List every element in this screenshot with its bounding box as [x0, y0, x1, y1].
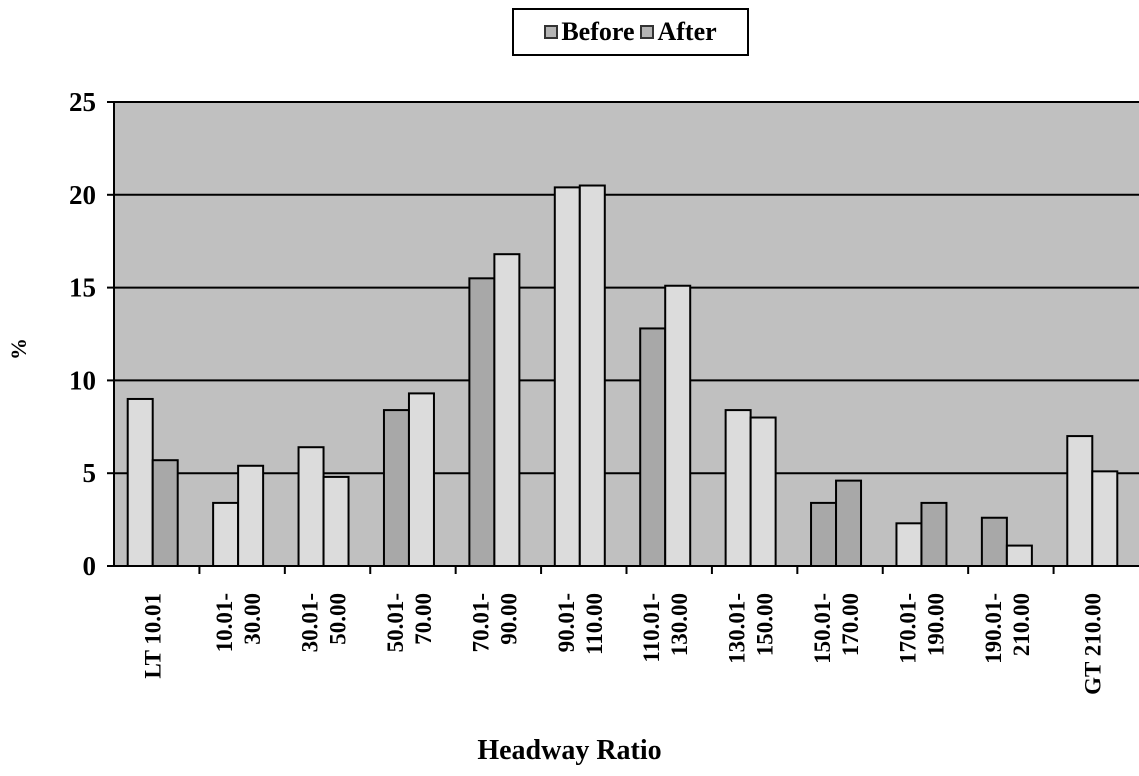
x-tick-label: 130.01- 150.00	[725, 593, 778, 664]
x-tick-label-line: 150.00	[753, 593, 778, 656]
x-tick-label-line: 10.01-	[212, 593, 237, 652]
x-tick-label: GT 210.00	[1080, 593, 1105, 695]
y-tick-label: 5	[83, 458, 97, 488]
x-tick-label-line: 110.01-	[639, 593, 664, 663]
bar-before	[468, 277, 496, 567]
y-tick-label: 25	[69, 87, 96, 117]
legend-item-before: Before	[544, 17, 634, 47]
legend-swatch-after	[640, 25, 655, 39]
bar-after	[578, 184, 606, 568]
x-tick-label: 190.01- 210.00	[981, 593, 1034, 664]
bar-before	[810, 501, 838, 567]
bar-before	[553, 186, 581, 567]
bar-after	[237, 464, 265, 567]
y-tick-label: 0	[83, 551, 97, 581]
bar-after	[835, 479, 863, 567]
x-tick-label-line: LT 10.01	[141, 593, 166, 679]
y-tick-label: 15	[69, 273, 96, 303]
x-tick-label-line: 170.01-	[895, 593, 920, 664]
x-tick-label: 90.01- 110.00	[554, 593, 607, 655]
x-tick-label: 70.01- 90.00	[468, 593, 521, 652]
x-tick-label-line: 70.01-	[468, 593, 493, 652]
x-tick-label-line: GT 210.00	[1080, 593, 1105, 695]
x-tick-label-line: 30.01-	[298, 593, 323, 652]
legend-label-after: After	[657, 17, 717, 46]
bar-before	[639, 327, 667, 567]
x-tick-label: 110.01- 130.00	[639, 593, 692, 663]
x-tick-label-line: 190.01-	[981, 593, 1006, 664]
x-tick-label-line: 130.00	[667, 593, 692, 656]
bar-before	[297, 446, 325, 567]
bar-after	[749, 416, 777, 567]
bar-before	[1066, 435, 1094, 567]
bar-before	[126, 397, 154, 567]
bar-after	[322, 475, 350, 567]
x-axis-label: Headway Ratio	[477, 735, 662, 766]
legend-item-after: After	[640, 17, 717, 47]
x-tick-label: LT 10.01	[141, 593, 166, 679]
x-tick-label-line: 70.00	[411, 593, 436, 645]
x-tick-label-line: 170.00	[838, 593, 863, 656]
bar-after	[407, 392, 435, 567]
x-tick-label: 150.01- 170.00	[810, 593, 863, 664]
bar-after	[664, 284, 692, 567]
x-tick-label: 10.01- 30.00	[212, 593, 265, 652]
legend: Before After	[512, 8, 749, 56]
bar-after	[920, 501, 948, 567]
bar-before	[980, 516, 1008, 568]
x-tick-label: 170.01- 190.00	[895, 593, 948, 664]
x-tick-label-line: 210.00	[1009, 593, 1034, 656]
x-tick-label-line: 50.01-	[383, 593, 408, 652]
x-tick-label-line: 30.00	[240, 593, 265, 645]
x-tick-label-line: 50.00	[326, 593, 351, 645]
x-tick-label-line: 90.01-	[554, 593, 579, 652]
legend-swatch-before	[544, 25, 559, 39]
bar-after	[151, 459, 179, 568]
bar-after	[1005, 544, 1033, 567]
bar-after	[493, 253, 521, 568]
x-tick-label: 30.01- 50.00	[298, 593, 351, 652]
bar-before	[212, 501, 240, 567]
bar-before	[895, 522, 923, 568]
legend-label-before: Before	[561, 17, 635, 46]
x-tick-label-line: 150.01-	[810, 593, 835, 664]
x-tick-label: 50.01- 70.00	[383, 593, 436, 652]
bar-before	[382, 409, 410, 568]
bar-before	[724, 409, 752, 568]
x-tick-label-line: 110.00	[582, 593, 607, 655]
x-tick-label-line: 90.00	[496, 593, 521, 645]
x-tick-label-line: 190.00	[923, 593, 948, 656]
y-tick-label: 10	[69, 365, 96, 395]
y-tick-label: 20	[69, 180, 96, 210]
plot-area	[114, 102, 1139, 566]
bar-after	[1091, 470, 1119, 567]
x-tick-label-line: 130.01-	[725, 593, 750, 664]
